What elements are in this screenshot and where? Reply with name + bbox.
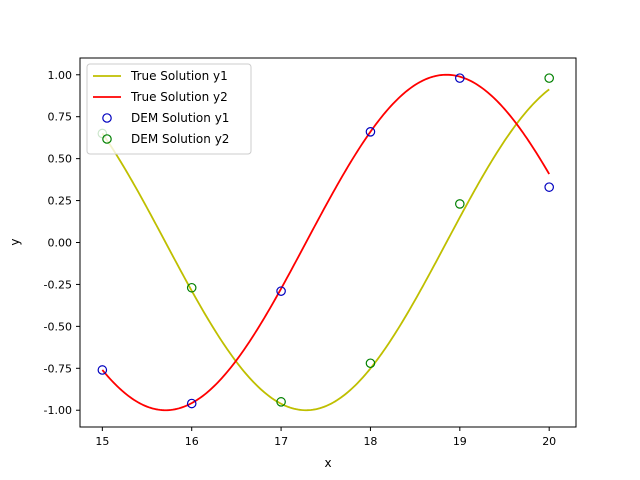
x-tick-label: 15 <box>95 435 109 448</box>
legend-box <box>86 63 252 155</box>
data-point-dem-solution-y1 <box>544 182 554 192</box>
plot-lines <box>101 73 550 412</box>
data-point-dem-solution-y1 <box>455 73 465 83</box>
x-tick-label: 16 <box>185 435 199 448</box>
legend-marker-swatch <box>102 134 112 144</box>
y-ticks: -1.00 -0.75 -0.50 -0.25 0.00 0.25 0.50 0.75 1.00 <box>44 69 80 417</box>
y-tick-label: 0.75 <box>48 111 73 124</box>
y-tick-label: 0.25 <box>48 195 73 208</box>
y-tick-label: 0.50 <box>48 153 73 166</box>
x-ticks: 15 16 17 18 19 20 <box>95 427 556 448</box>
y-tick-label: 1.00 <box>48 69 73 82</box>
series-line-true-solution-y1 <box>101 88 550 412</box>
legend-entry-label: DEM Solution y2 <box>131 132 229 146</box>
x-tick-label: 18 <box>363 435 377 448</box>
x-tick-label: 17 <box>274 435 288 448</box>
data-point-dem-solution-y1 <box>365 127 376 137</box>
data-point-dem-solution-y2 <box>186 282 197 293</box>
legend-entry-label: DEM Solution y1 <box>131 111 229 125</box>
legend-marker-swatch <box>102 113 112 123</box>
y-tick-label: -1.00 <box>44 404 72 417</box>
data-point-dem-solution-y2 <box>544 73 554 83</box>
legend: True Solution y1 True Solution y2 DEM Solu… <box>86 63 252 155</box>
data-point-dem-solution-y2 <box>276 397 286 407</box>
x-axis-label: x <box>324 456 331 470</box>
x-tick-label: 19 <box>453 435 467 448</box>
y-tick-label: -0.50 <box>44 320 72 333</box>
data-point-dem-solution-y2 <box>365 358 376 369</box>
data-point-dem-solution-y1 <box>276 286 286 296</box>
y-tick-label: 0.00 <box>48 237 73 250</box>
series-line-true-solution-y2 <box>101 73 550 412</box>
legend-entry-label: True Solution y1 <box>130 69 228 83</box>
y-axis-label: y <box>8 238 22 245</box>
x-tick-label: 20 <box>542 435 556 448</box>
data-point-dem-solution-y1 <box>186 398 197 409</box>
data-point-dem-solution-y2 <box>455 199 465 209</box>
data-point-dem-solution-y1 <box>97 365 108 375</box>
legend-entry-label: True Solution y2 <box>130 90 228 104</box>
y-tick-label: -0.75 <box>44 362 72 375</box>
y-tick-label: -0.25 <box>44 278 72 291</box>
